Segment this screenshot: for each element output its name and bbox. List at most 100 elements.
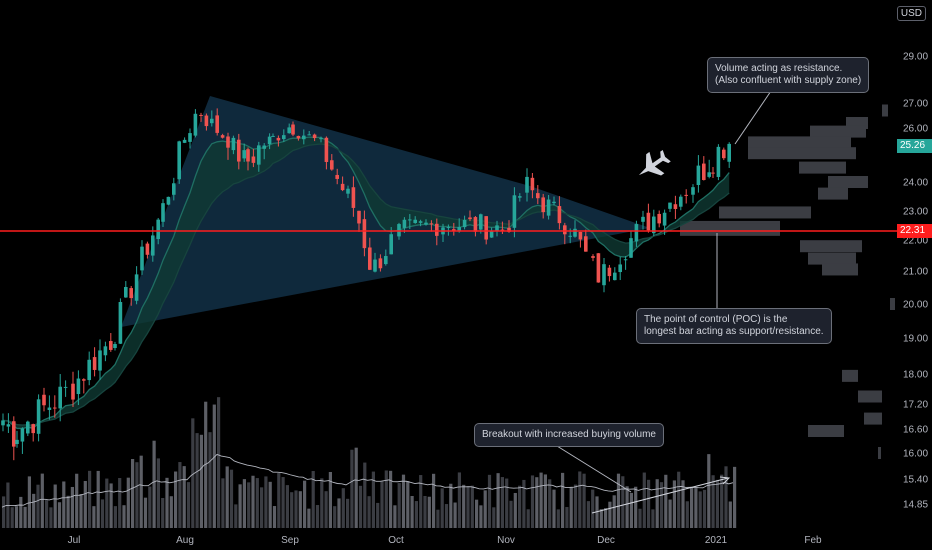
- breakout-callout[interactable]: Breakout with increased buying volume: [474, 423, 664, 447]
- volume-bar: [350, 449, 354, 528]
- candle-body: [129, 288, 133, 299]
- volume-bar: [629, 492, 633, 528]
- volume-trend-arrowhead: [719, 476, 731, 485]
- volume-bar: [363, 462, 367, 528]
- volume-bar: [565, 507, 569, 528]
- volume-bar: [40, 473, 44, 528]
- candle-body: [204, 115, 209, 127]
- volume-bar: [251, 475, 255, 528]
- candle-body: [552, 201, 556, 204]
- volume-bar: [234, 504, 238, 528]
- candle-body: [92, 357, 97, 370]
- candle-body: [351, 187, 356, 208]
- volume-bar: [664, 474, 668, 528]
- volume-bar: [75, 473, 79, 528]
- candle-body: [312, 134, 317, 139]
- candle-body: [707, 172, 711, 177]
- volume-profile-bar: [882, 104, 888, 117]
- volume-bar: [148, 486, 152, 528]
- volume-bar: [272, 506, 277, 528]
- candle-body: [578, 231, 583, 240]
- volume-bar: [677, 471, 681, 528]
- candle-body: [340, 183, 345, 191]
- candle-body: [435, 223, 439, 236]
- y-tick-label: 23.00: [903, 207, 928, 218]
- candle-body: [282, 135, 286, 140]
- candle-body: [1, 420, 5, 426]
- volume-bar: [440, 488, 444, 528]
- candle-body: [226, 136, 230, 148]
- volume-bar: [212, 404, 216, 528]
- candle-body: [462, 219, 467, 228]
- volume-bar: [685, 501, 689, 528]
- volume-bar: [152, 440, 156, 528]
- volume-bar: [479, 505, 483, 528]
- volume-bar: [569, 486, 573, 528]
- volume-bar: [135, 462, 139, 528]
- candle-body: [193, 113, 198, 136]
- candle-body: [156, 219, 160, 240]
- volume-bar: [371, 471, 375, 528]
- volume-bar: [436, 509, 440, 528]
- y-tick-label: 22.00: [903, 236, 928, 247]
- volume-profile-bar: [799, 161, 846, 174]
- volume-bars: [2, 397, 737, 528]
- candle-body: [246, 149, 250, 162]
- candle-body: [397, 224, 401, 237]
- candle-body: [124, 286, 128, 298]
- candle-body: [546, 199, 551, 216]
- volume-bar: [604, 508, 608, 528]
- candle-body: [161, 203, 165, 222]
- candle-body: [296, 135, 301, 139]
- candle-body: [145, 243, 150, 255]
- candle-body: [103, 346, 108, 356]
- volume-bar: [328, 471, 332, 528]
- candle-body: [42, 394, 46, 406]
- volume-bar: [599, 509, 603, 528]
- candle-body: [629, 238, 633, 258]
- volume-bar: [358, 485, 363, 528]
- candle-body: [673, 204, 678, 209]
- volume-profile-bar: [748, 136, 851, 149]
- volume-bar: [156, 458, 160, 528]
- candle-body: [291, 124, 295, 135]
- candle-body: [607, 267, 612, 277]
- volume-bar: [389, 470, 393, 528]
- volume-bar: [268, 481, 272, 528]
- volume-bar: [616, 473, 621, 528]
- resistance-callout[interactable]: Volume acting as resistance. (Also confl…: [707, 57, 870, 93]
- volume-bar: [277, 473, 281, 528]
- candle-body: [573, 228, 577, 237]
- candle-body: [63, 386, 68, 388]
- poc-callout[interactable]: The point of control (POC) is the longes…: [636, 308, 832, 344]
- volume-bar: [217, 397, 221, 528]
- volume-profile-bar: [890, 298, 895, 310]
- volume-bar: [376, 502, 380, 528]
- volume-bar: [311, 471, 315, 528]
- candle-body: [251, 156, 256, 163]
- candle-body: [568, 235, 572, 237]
- volume-bar: [333, 506, 337, 528]
- volume-bar: [96, 470, 100, 528]
- volume-bar: [556, 509, 560, 528]
- candle-body: [276, 137, 281, 141]
- candle-body: [31, 424, 35, 434]
- candle-body: [563, 225, 567, 235]
- currency-label[interactable]: USD: [896, 6, 926, 21]
- ema-ribbon: [2, 136, 730, 430]
- candle-body: [618, 264, 622, 273]
- volume-bar: [401, 474, 406, 528]
- candle-body: [177, 141, 181, 180]
- volume-bar: [105, 478, 109, 528]
- candle-body: [641, 216, 645, 222]
- candle-body: [652, 216, 656, 234]
- candle-body: [424, 222, 428, 225]
- candle-body: [634, 224, 639, 242]
- annotation-arrows: [556, 87, 774, 514]
- volume-bar: [393, 505, 397, 528]
- volume-bar: [659, 482, 664, 528]
- candle-body: [199, 114, 203, 116]
- candle-body: [87, 359, 91, 381]
- candle-body: [457, 227, 461, 232]
